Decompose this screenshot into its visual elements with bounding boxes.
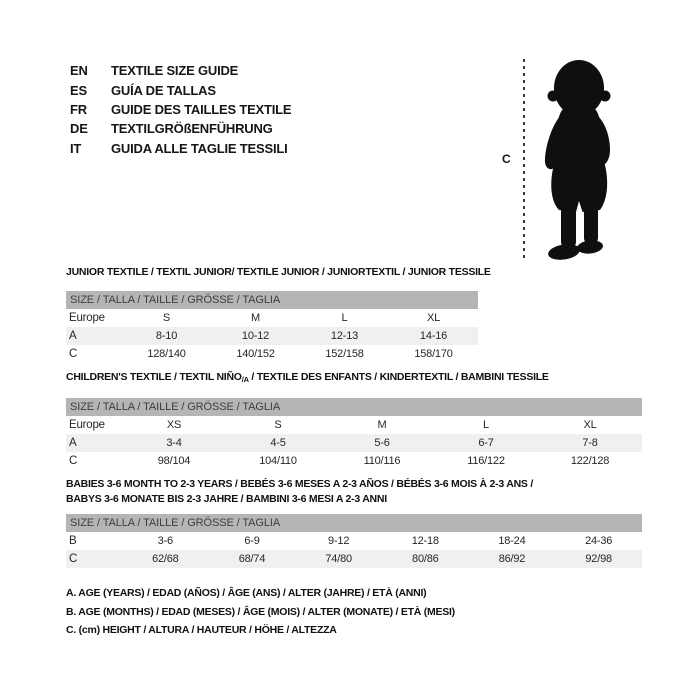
list-item: FR GUIDE DES TAILLES TEXTILE — [70, 100, 292, 119]
table-row: SIZE / TALLA / TAILLE / GRÖSSE / TAGLIA — [66, 398, 642, 416]
table-row: A 8-10 10-12 12-13 14-16 — [66, 326, 478, 345]
title-text: / TEXTILE DES ENFANTS / KINDERTEXTIL / B… — [248, 371, 549, 383]
table-cell: 3-6 — [157, 534, 174, 547]
baby-silhouette-icon — [544, 60, 611, 260]
table-cell: XL — [426, 311, 441, 324]
table-cell: 7-8 — [538, 433, 642, 452]
list-item: IT GUIDA ALLE TAGLIE TESSILI — [70, 139, 291, 158]
table-cell: 62/68 — [122, 549, 209, 568]
childrens-textile-table: SIZE / TALLA / TAILLE / GRÖSSE / TAGLIA … — [66, 398, 642, 470]
language-code: FR — [70, 101, 87, 117]
table-row: SIZE / TALLA / TAILLE / GRÖSSE / TAGLIA — [66, 291, 478, 309]
row-label: C — [69, 347, 78, 360]
title-subscript: /A — [241, 375, 249, 384]
row-label: A — [66, 433, 122, 452]
language-code: EN — [70, 63, 88, 79]
table-title: CHILDREN'S TEXTILE / TEXTIL NIÑO/A / TEX… — [66, 372, 642, 385]
size-header: SIZE / TALLA / TAILLE / GRÖSSE / TAGLIA — [66, 398, 642, 416]
table-cell: 110/116 — [363, 454, 401, 467]
list-item: ES GUÍA DE TALLAS — [70, 80, 291, 99]
row-label: B — [69, 534, 77, 547]
table-row: A 3-4 4-5 5-6 6-7 7-8 — [66, 433, 642, 452]
table-title: BABIES 3-6 MONTH TO 2-3 YEARS / BEBÉS 3-… — [66, 477, 642, 506]
table-cell: S — [274, 418, 282, 431]
table-cell: 6-9 — [244, 534, 260, 547]
language-code: DE — [70, 121, 88, 137]
babies-textile-section: BABIES 3-6 MONTH TO 2-3 YEARS / BEBÉS 3-… — [66, 477, 642, 568]
table-row: B 3-6 6-9 9-12 12-18 18-24 24-36 — [66, 532, 642, 550]
table-row: Europe XS S M L XL — [66, 416, 642, 434]
table-cell: L — [341, 311, 348, 324]
language-code: IT — [70, 140, 82, 156]
height-measure-label: C — [502, 152, 511, 166]
junior-textile-table: SIZE / TALLA / TAILLE / GRÖSSE / TAGLIA … — [66, 291, 478, 363]
language-code: ES — [70, 82, 87, 98]
table-cell: 9-12 — [328, 534, 350, 547]
title-text: CHILDREN'S TEXTILE / TEXTIL NIÑO — [66, 371, 242, 383]
title-line-2: BABYS 3-6 MONATE BIS 2-3 JAHRE / BAMBINI… — [66, 492, 387, 505]
legend-line-c: C. (cm) HEIGHT / ALTURA / HAUTEUR / HÖHE… — [66, 624, 337, 637]
size-header: SIZE / TALLA / TAILLE / GRÖSSE / TAGLIA — [66, 291, 478, 309]
table-cell: M — [251, 311, 260, 324]
table-cell: M — [377, 418, 387, 431]
table-cell: XS — [166, 418, 182, 431]
table-cell: 158/170 — [414, 347, 453, 360]
table-cell: 10-12 — [211, 326, 300, 345]
table-cell: 4-5 — [226, 433, 330, 452]
height-dashed-line — [523, 59, 525, 259]
table-cell: 18-24 — [498, 534, 526, 547]
row-label: Europe — [69, 418, 105, 431]
table-cell: 152/158 — [325, 347, 364, 360]
size-header: SIZE / TALLA / TAILLE / GRÖSSE / TAGLIA — [66, 514, 642, 532]
table-cell: XL — [583, 418, 597, 431]
table-row: C 62/68 68/74 74/80 80/86 86/92 92/98 — [66, 549, 642, 568]
table-cell: 104/110 — [259, 454, 297, 467]
table-row: C 128/140 140/152 152/158 158/170 — [66, 345, 478, 363]
table-cell: 8-10 — [122, 326, 211, 345]
legend-line-b: B. AGE (MONTHS) / EDAD (MESES) / ÂGE (MO… — [66, 605, 455, 618]
language-label: TEXTILE SIZE GUIDE — [111, 63, 239, 79]
table-cell: L — [483, 418, 489, 431]
row-label: A — [66, 326, 122, 345]
list-item: EN TEXTILE SIZE GUIDE — [70, 61, 291, 80]
childrens-textile-section: CHILDREN'S TEXTILE / TEXTIL NIÑO/A / TEX… — [66, 372, 642, 470]
table-cell: 128/140 — [147, 347, 186, 360]
table-cell: 140/152 — [236, 347, 275, 360]
row-label: Europe — [69, 311, 105, 324]
table-cell: 6-7 — [434, 433, 538, 452]
table-cell: 74/80 — [295, 549, 382, 568]
measurement-legend: A. AGE (YEARS) / EDAD (AÑOS) / ÂGE (ANS)… — [66, 584, 455, 640]
table-cell: 122/128 — [570, 454, 610, 467]
language-label: GUIDE DES TAILLES TEXTILE — [111, 101, 292, 117]
table-cell: 92/98 — [555, 549, 642, 568]
table-row: C 98/104 104/110 110/116 116/122 122/128 — [66, 452, 642, 470]
table-cell: 80/86 — [381, 549, 469, 568]
table-row: SIZE / TALLA / TAILLE / GRÖSSE / TAGLIA — [66, 514, 642, 532]
language-label: TEXTILGRÖßENFÜHRUNG — [111, 121, 273, 137]
table-cell: 116/122 — [467, 454, 505, 467]
table-cell: 68/74 — [208, 549, 296, 568]
language-label: GUIDA ALLE TAGLIE TESSILI — [111, 140, 288, 156]
table-title: JUNIOR TEXTILE / TEXTIL JUNIOR/ TEXTILE … — [66, 266, 491, 278]
junior-textile-section: JUNIOR TEXTILE / TEXTIL JUNIOR/ TEXTILE … — [66, 266, 491, 363]
table-cell: 24-36 — [585, 534, 613, 547]
table-cell: 12-13 — [300, 326, 389, 345]
table-cell: 14-16 — [389, 326, 478, 345]
table-cell: 86/92 — [468, 549, 556, 568]
table-cell: S — [162, 311, 171, 324]
table-row: Europe S M L XL — [66, 309, 478, 327]
table-cell: 98/104 — [157, 454, 191, 467]
language-label: GUÍA DE TALLAS — [111, 82, 216, 98]
title-line-1: BABIES 3-6 MONTH TO 2-3 YEARS / BEBÉS 3-… — [66, 478, 534, 490]
table-cell: 3-4 — [122, 433, 226, 452]
table-cell: 5-6 — [330, 433, 434, 452]
language-list: EN TEXTILE SIZE GUIDE ES GUÍA DE TALLAS … — [70, 61, 292, 158]
list-item: DE TEXTILGRÖßENFÜHRUNG — [70, 119, 291, 138]
row-label: C — [69, 454, 78, 467]
row-label: C — [66, 549, 122, 568]
table-cell: 12-18 — [411, 534, 439, 547]
babies-textile-table: SIZE / TALLA / TAILLE / GRÖSSE / TAGLIA … — [66, 514, 642, 568]
legend-line-a: A. AGE (YEARS) / EDAD (AÑOS) / ÂGE (ANS)… — [66, 587, 427, 599]
